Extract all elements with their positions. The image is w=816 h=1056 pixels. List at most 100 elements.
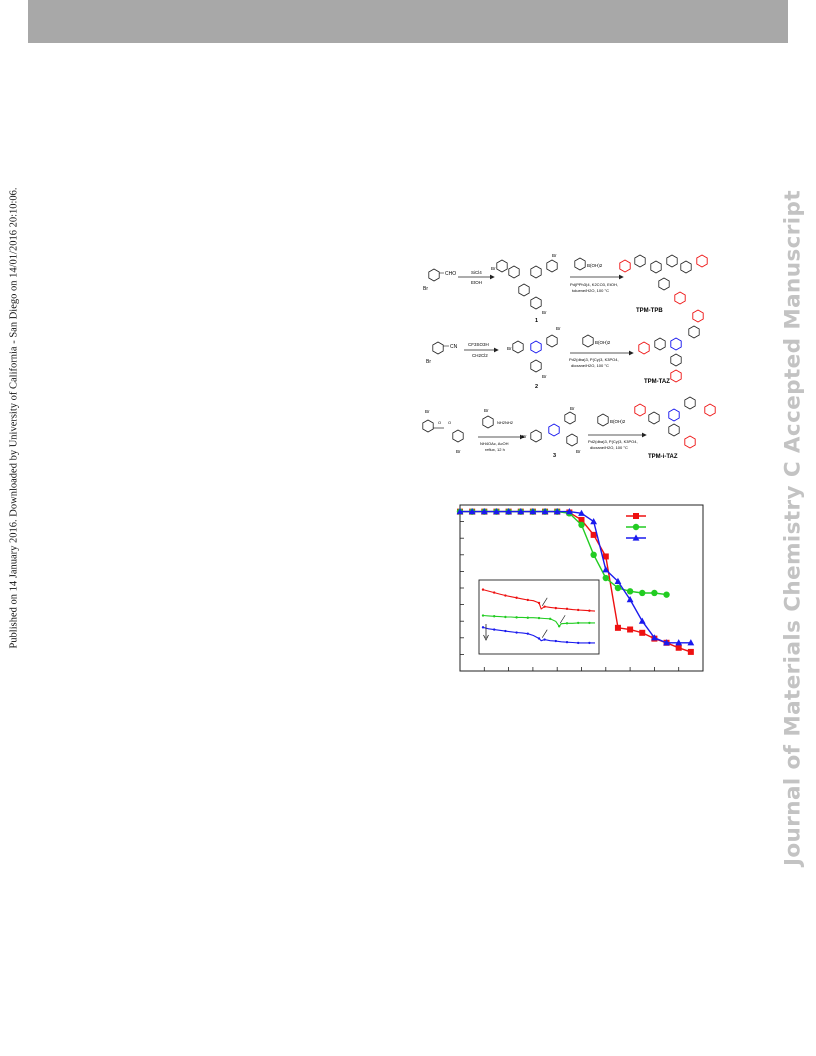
row1-start-br: Br [423, 286, 428, 292]
inset-series-3-point [554, 639, 557, 643]
inset-series-3-point [493, 628, 496, 631]
series-3-point [590, 518, 598, 525]
product-tpm-taz: TPM-TAZ [644, 379, 670, 385]
inset-series-2-point [493, 615, 496, 618]
accepted-manuscript-watermark: Journal of Materials Chemistry C Accepte… [770, 0, 816, 1056]
series-2-point [626, 588, 634, 595]
series-1-point [614, 624, 621, 631]
row1-step2-top: B(OH)2 [587, 263, 603, 268]
inset-series-3-point [543, 638, 546, 641]
series-3-point [626, 596, 634, 603]
inset-arrow-icon [541, 629, 548, 638]
svg-text:Br: Br [425, 409, 430, 414]
product-tpm-i-taz: TPM-i-TAZ [648, 454, 678, 460]
inset-series-1-point [515, 596, 518, 599]
series-1-point [590, 531, 597, 538]
series-3-point [553, 508, 561, 515]
series-3-point [663, 639, 670, 646]
series-3-point [638, 617, 646, 624]
row1-start-sub: CHO [445, 271, 456, 277]
intermediate-1-label: 1 [535, 318, 538, 324]
row1-step2-bottom2: toluene/H2O, 100 °C [572, 288, 609, 293]
publication-note-text: Published on 14 January 2016. Downloaded… [8, 187, 20, 649]
svg-text:Br: Br [556, 326, 561, 331]
legend-marker [632, 534, 640, 541]
x-axis-ticks [459, 667, 704, 671]
series-3-line [460, 510, 691, 644]
inset-series-1-point [543, 605, 546, 608]
row2-start-br: Br [426, 359, 431, 365]
row2-step2-top: B(OH)2 [595, 340, 611, 345]
inset-series-2-point [565, 622, 569, 625]
inset-series-1-point [554, 606, 557, 610]
inset-series-1-point [537, 601, 541, 605]
inset-series-2-point [504, 615, 507, 619]
row2-step1-top: CF3SO3H [468, 342, 489, 347]
inset-series-2-line [482, 614, 595, 628]
row2-step2-bottom1: Pd2(dba)3, P(Cy)3, K3PO4, [569, 357, 619, 362]
series-1-point [602, 553, 609, 560]
row1-step1-bottom: EtOH [471, 280, 482, 285]
series-3-point [602, 566, 610, 573]
row1-step2-bottom1: Pd(PPh3)4, K2CO3, EtOH, [570, 282, 618, 287]
inset-series-2-point [481, 614, 485, 617]
row3-step2-top: B(OH)2 [610, 419, 626, 424]
inset-series-2-point [526, 616, 529, 619]
series-3-point [480, 508, 488, 515]
inset-series-1-line [482, 589, 596, 612]
inset-series-3-point [481, 626, 485, 629]
svg-text:Br: Br [552, 253, 557, 258]
svg-text:Br: Br [507, 346, 512, 351]
series-3-point [456, 508, 464, 515]
intermediate-2-label: 2 [535, 384, 538, 390]
publication-note: Published on 14 January 2016. Downloaded… [0, 0, 28, 1056]
inset-series-2-point [557, 625, 561, 628]
y-axis-ticks [460, 504, 464, 672]
inset-series-2-point [588, 621, 591, 625]
series-3-point [517, 508, 525, 515]
svg-text:Br: Br [542, 374, 547, 379]
intermediate-3-label: 3 [553, 453, 556, 459]
scheme-row-2: Br CN CF3SO3H CH2Cl2 Br Br Br 2 B(OH)2 P… [426, 309, 704, 390]
series-2-point [590, 551, 597, 558]
series-1-point [675, 644, 682, 651]
svg-text:Br: Br [542, 310, 547, 315]
series-3-point [614, 577, 622, 584]
row3-step1-top: NH2NH2 [497, 420, 514, 425]
inset-series-2-point [577, 621, 580, 625]
inset-series-3-point [526, 632, 529, 635]
inset-series-3-line [482, 626, 595, 644]
legend-marker [632, 523, 640, 531]
series-3-point [565, 508, 573, 515]
row2-start-sub: CN [450, 344, 458, 350]
tga-chart [456, 504, 704, 672]
inset-series-1-point [504, 594, 507, 597]
inset-series-3-point [565, 640, 569, 644]
inset-down-arrow-icon [483, 624, 489, 641]
series-3-point [675, 639, 683, 646]
svg-text:Br: Br [576, 449, 581, 454]
series-2-point [602, 574, 609, 582]
inset-series-1-point [588, 609, 591, 612]
series-2-point [663, 591, 670, 598]
scheme-row-3: Br Br O O Br NH2NH2 NH4OAc, AcOH reflux,… [422, 396, 716, 460]
inset-series-2-point [549, 617, 552, 621]
row1-step1-top: SiCl4 [471, 270, 482, 275]
series-1-point [639, 629, 646, 636]
chart-legend [626, 513, 646, 541]
journal-header-bar [28, 0, 788, 43]
series-3-point [493, 508, 500, 515]
svg-text:Br: Br [570, 406, 575, 411]
series-1-point [687, 648, 694, 655]
svg-text:Br: Br [522, 434, 527, 439]
inset-series-1-point [493, 591, 496, 594]
series-3-point [505, 508, 512, 515]
inset-series-3-point [515, 631, 518, 634]
series-3-point [651, 634, 658, 641]
series-2-point [651, 589, 658, 597]
inset-series-3-point [577, 641, 580, 645]
inset-series-3-point [588, 641, 591, 645]
row3-step1-bottom1: NH4OAc, AcOH [480, 441, 509, 446]
series-2-point [578, 521, 585, 529]
row2-step2-bottom2: dioxane/H2O, 100 °C [571, 363, 609, 368]
